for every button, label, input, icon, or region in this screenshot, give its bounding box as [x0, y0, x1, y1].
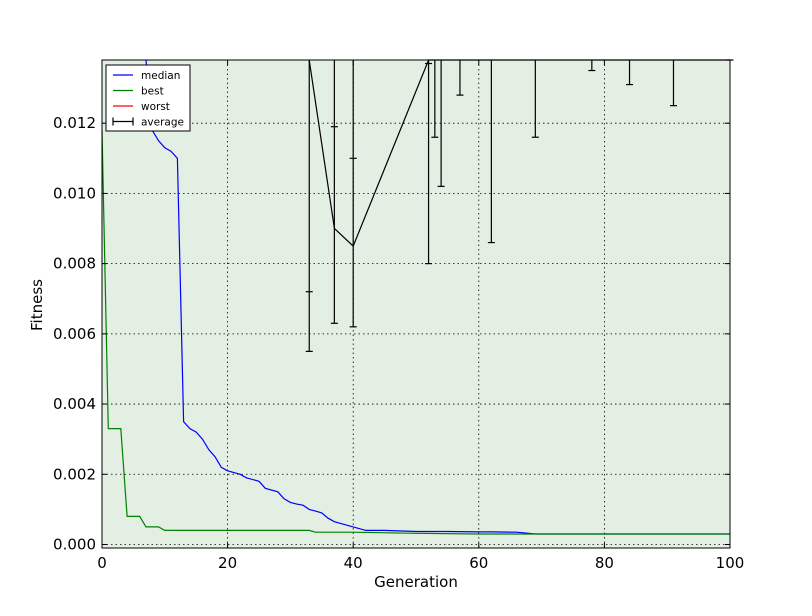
y-tick-label: 0.000 — [53, 535, 96, 553]
x-tick-label: 40 — [344, 554, 363, 572]
y-tick-label: 0.006 — [53, 325, 96, 343]
y-tick-label: 0.008 — [53, 255, 96, 273]
x-tick-label: 60 — [469, 554, 488, 572]
legend-label-worst: worst — [141, 101, 170, 113]
y-axis-label: Fitness — [28, 279, 46, 331]
y-tick-label: 0.010 — [53, 184, 96, 202]
y-tick-label: 0.002 — [53, 465, 96, 483]
legend-label-median: median — [141, 70, 180, 82]
y-tick-label: 0.004 — [53, 395, 96, 413]
x-tick-label: 20 — [218, 554, 237, 572]
x-axis-label: Generation — [374, 573, 458, 591]
y-tick-label: 0.012 — [53, 114, 96, 132]
legend-label-average: average — [141, 117, 184, 129]
x-tick-label: 100 — [716, 554, 745, 572]
plot-area-fill — [102, 60, 730, 548]
x-tick-label: 0 — [97, 554, 107, 572]
x-tick-label: 80 — [595, 554, 614, 572]
legend-label-best: best — [141, 86, 164, 98]
